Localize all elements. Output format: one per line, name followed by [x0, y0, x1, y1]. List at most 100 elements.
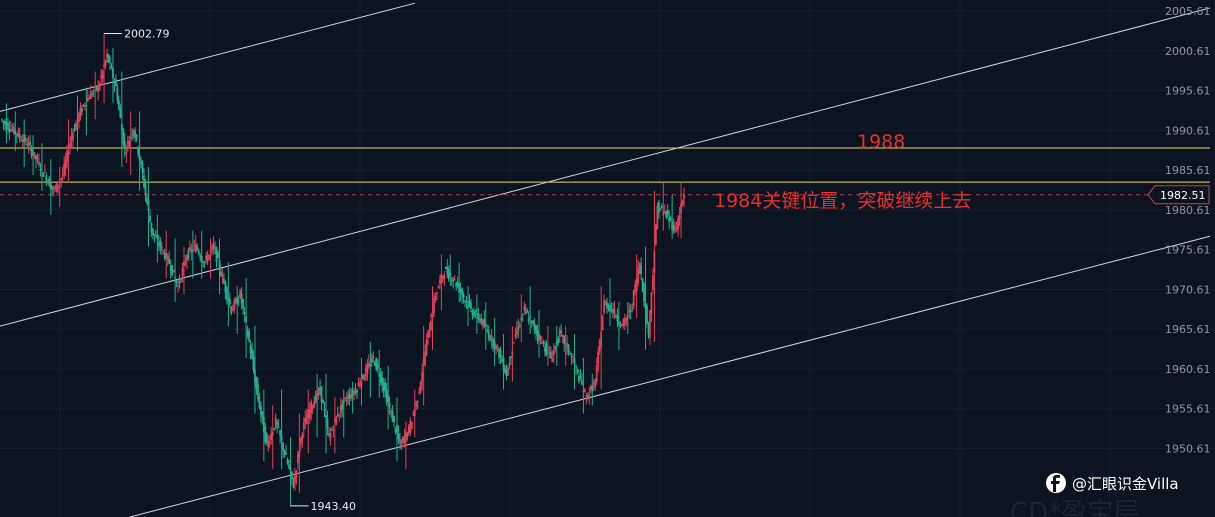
candle-body-376: [557, 338, 560, 343]
candle-body-19: [29, 141, 32, 146]
candle-384: [569, 351, 571, 356]
candle-body-364: [539, 336, 542, 340]
candle-body-183: [271, 431, 274, 437]
candle-178: [264, 422, 267, 445]
candle-63: [94, 71, 97, 120]
candle-52: [78, 111, 80, 129]
candle-368: [545, 340, 548, 357]
candle-body-368: [545, 343, 548, 355]
candle-body-170: [252, 357, 255, 370]
candle-body-14: [21, 140, 24, 143]
candle-body-52: [78, 113, 80, 123]
candle-216: [320, 386, 323, 411]
candle-8: [12, 122, 15, 136]
candle-260: [385, 382, 388, 406]
candle-body-378: [560, 330, 563, 334]
candle-body-270: [400, 441, 403, 449]
candle-body-424: [628, 309, 631, 313]
candle-body-246: [365, 367, 367, 377]
candle-294: [436, 291, 438, 301]
candle-391: [579, 369, 582, 381]
candle-378: [560, 324, 563, 338]
candle-386: [572, 353, 574, 363]
candle-body-344: [510, 356, 512, 359]
candle-body-31: [46, 181, 49, 183]
candle-19: [29, 135, 32, 151]
candle-body-391: [579, 376, 582, 378]
candle-380: [563, 335, 566, 352]
candle-222: [329, 428, 332, 446]
price-axis: 2005.61 2000.61 1995.61 1990.61 1985.61 1980.…: [1165, 5, 1211, 455]
candle-body-204: [302, 422, 305, 430]
candle-body-440: [652, 274, 654, 291]
candle-body-1: [2, 121, 5, 123]
candle-body-110: [163, 253, 166, 259]
candle-body-26: [39, 168, 42, 171]
candle-body-198: [294, 475, 296, 483]
candle-94: [140, 156, 142, 169]
candle-body-223: [331, 429, 333, 431]
candle-body-122: [181, 267, 184, 276]
candle-body-324: [480, 317, 483, 324]
candle-body-128: [190, 248, 193, 254]
candle-body-288: [427, 330, 429, 338]
candle-body-66: [98, 83, 101, 90]
candle-272: [403, 428, 406, 448]
candle-body-155: [230, 306, 233, 314]
candle-body-227: [336, 414, 339, 417]
candle-377: [558, 327, 561, 344]
candle-440: [652, 268, 654, 294]
candle-body-44: [66, 150, 68, 162]
candle-body-304: [450, 279, 453, 282]
candle-38: [57, 184, 60, 194]
candle-body-215: [319, 387, 321, 391]
candle-body-327: [484, 324, 487, 327]
candle-449: [665, 210, 668, 220]
candle-body-105: [156, 234, 159, 239]
candle-228: [338, 413, 341, 422]
candle-409: [606, 297, 608, 314]
candle-body-54: [80, 108, 83, 112]
candle-body-129: [191, 249, 194, 252]
candle-177: [262, 389, 265, 462]
candle-182: [270, 427, 273, 445]
candle-body-167: [248, 330, 250, 342]
candle-body-325: [481, 319, 484, 325]
candle-442: [654, 223, 657, 247]
candle-151: [224, 280, 227, 300]
candle-body-331: [490, 335, 493, 341]
candle-body-314: [465, 300, 468, 303]
candle-450: [666, 204, 669, 219]
candle-body-428: [634, 284, 637, 292]
candle-body-403: [597, 351, 600, 365]
candle-327: [484, 302, 487, 350]
candle-185: [274, 413, 277, 430]
candle-257: [381, 370, 384, 393]
candle-body-341: [505, 368, 508, 376]
candle-body-115: [171, 264, 174, 276]
candle-211: [313, 395, 316, 408]
candle-body-104: [154, 236, 157, 238]
candle-301: [446, 258, 449, 279]
candle-325: [481, 318, 484, 330]
candle-body-207: [307, 409, 310, 418]
candle-162: [240, 287, 243, 310]
candle-130: [193, 239, 196, 252]
candle-251: [372, 351, 375, 364]
candle-160: [237, 295, 240, 307]
candle-body-23: [35, 155, 37, 160]
candle-body-252: [373, 361, 376, 366]
candle-362: [536, 324, 539, 345]
candle-263: [390, 407, 392, 418]
candle-body-361: [535, 326, 537, 334]
candle-body-374: [554, 345, 557, 350]
candle-316: [468, 294, 471, 308]
candle-201: [298, 413, 301, 494]
candle-7: [11, 123, 14, 132]
candle-339: [502, 334, 505, 390]
candle-body-43: [64, 159, 67, 169]
candle-body-286: [424, 351, 427, 366]
candle-459: [680, 182, 682, 239]
candle-body-461: [683, 194, 685, 199]
